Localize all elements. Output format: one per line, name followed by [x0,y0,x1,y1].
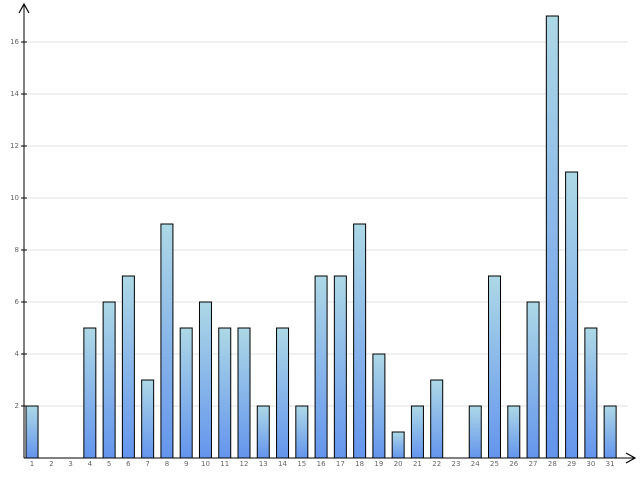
x-tick-label: 19 [374,460,383,468]
x-tick-label: 10 [201,460,210,468]
x-tick-label: 12 [240,460,249,468]
bar [198,301,212,459]
x-axis-arrow [625,452,637,464]
x-tick-label: 23 [452,460,461,468]
y-tick-label: 12 [10,142,19,150]
x-tick-label: 2 [49,460,53,468]
x-tick-label: 18 [355,460,364,468]
bar [256,405,270,459]
x-tick-label: 17 [336,460,345,468]
x-tick-label: 9 [184,460,188,468]
bar [468,405,482,459]
bar [218,327,232,459]
x-tick-label: 13 [259,460,268,468]
y-tick-label: 8 [15,246,19,254]
x-tick-label: 8 [165,460,169,468]
bar [102,301,116,459]
bar [545,15,559,459]
bar [83,327,97,459]
x-tick-label: 27 [529,460,538,468]
y-tick-label: 4 [15,350,20,358]
bar [237,327,251,459]
x-tick-label: 3 [68,460,72,468]
bar [507,405,521,459]
bar [410,405,424,459]
bar [372,353,386,459]
bar [25,405,39,459]
x-tick-label: 28 [548,460,557,468]
bar [160,223,174,459]
y-tick-label: 6 [15,298,20,306]
x-tick-label: 4 [88,460,93,468]
x-tick-label: 15 [297,460,306,468]
y-tick-label: 14 [10,90,19,98]
bar [488,275,502,459]
x-tick-label: 20 [394,460,403,468]
bar [179,327,193,459]
x-tick-label: 6 [126,460,131,468]
bar [333,275,347,459]
bar [295,405,309,459]
x-tick-label: 7 [145,460,149,468]
x-tick-label: 16 [317,460,326,468]
x-tick-label: 31 [606,460,615,468]
x-tick-label: 25 [490,460,499,468]
x-tick-label: 26 [509,460,518,468]
bar [430,379,444,459]
bar [121,275,135,459]
bar [314,275,328,459]
bar [276,327,290,459]
x-tick-label: 22 [432,460,441,468]
bar [603,405,617,459]
bar [584,327,598,459]
y-tick-label: 10 [10,194,19,202]
bar [526,301,540,459]
x-tick-label: 30 [586,460,595,468]
bar [565,171,579,459]
bar [353,223,367,459]
x-tick-label: 21 [413,460,422,468]
x-tick-label: 11 [220,460,229,468]
y-tick-label: 2 [15,402,19,410]
x-tick-label: 5 [107,460,111,468]
bar [391,431,405,459]
y-axis-arrow [18,2,30,14]
x-tick-label: 29 [567,460,576,468]
bar [141,379,155,459]
y-tick-label: 16 [10,38,19,46]
x-tick-label: 1 [30,460,34,468]
x-tick-label: 14 [278,460,287,468]
x-tick-label: 24 [471,460,480,468]
